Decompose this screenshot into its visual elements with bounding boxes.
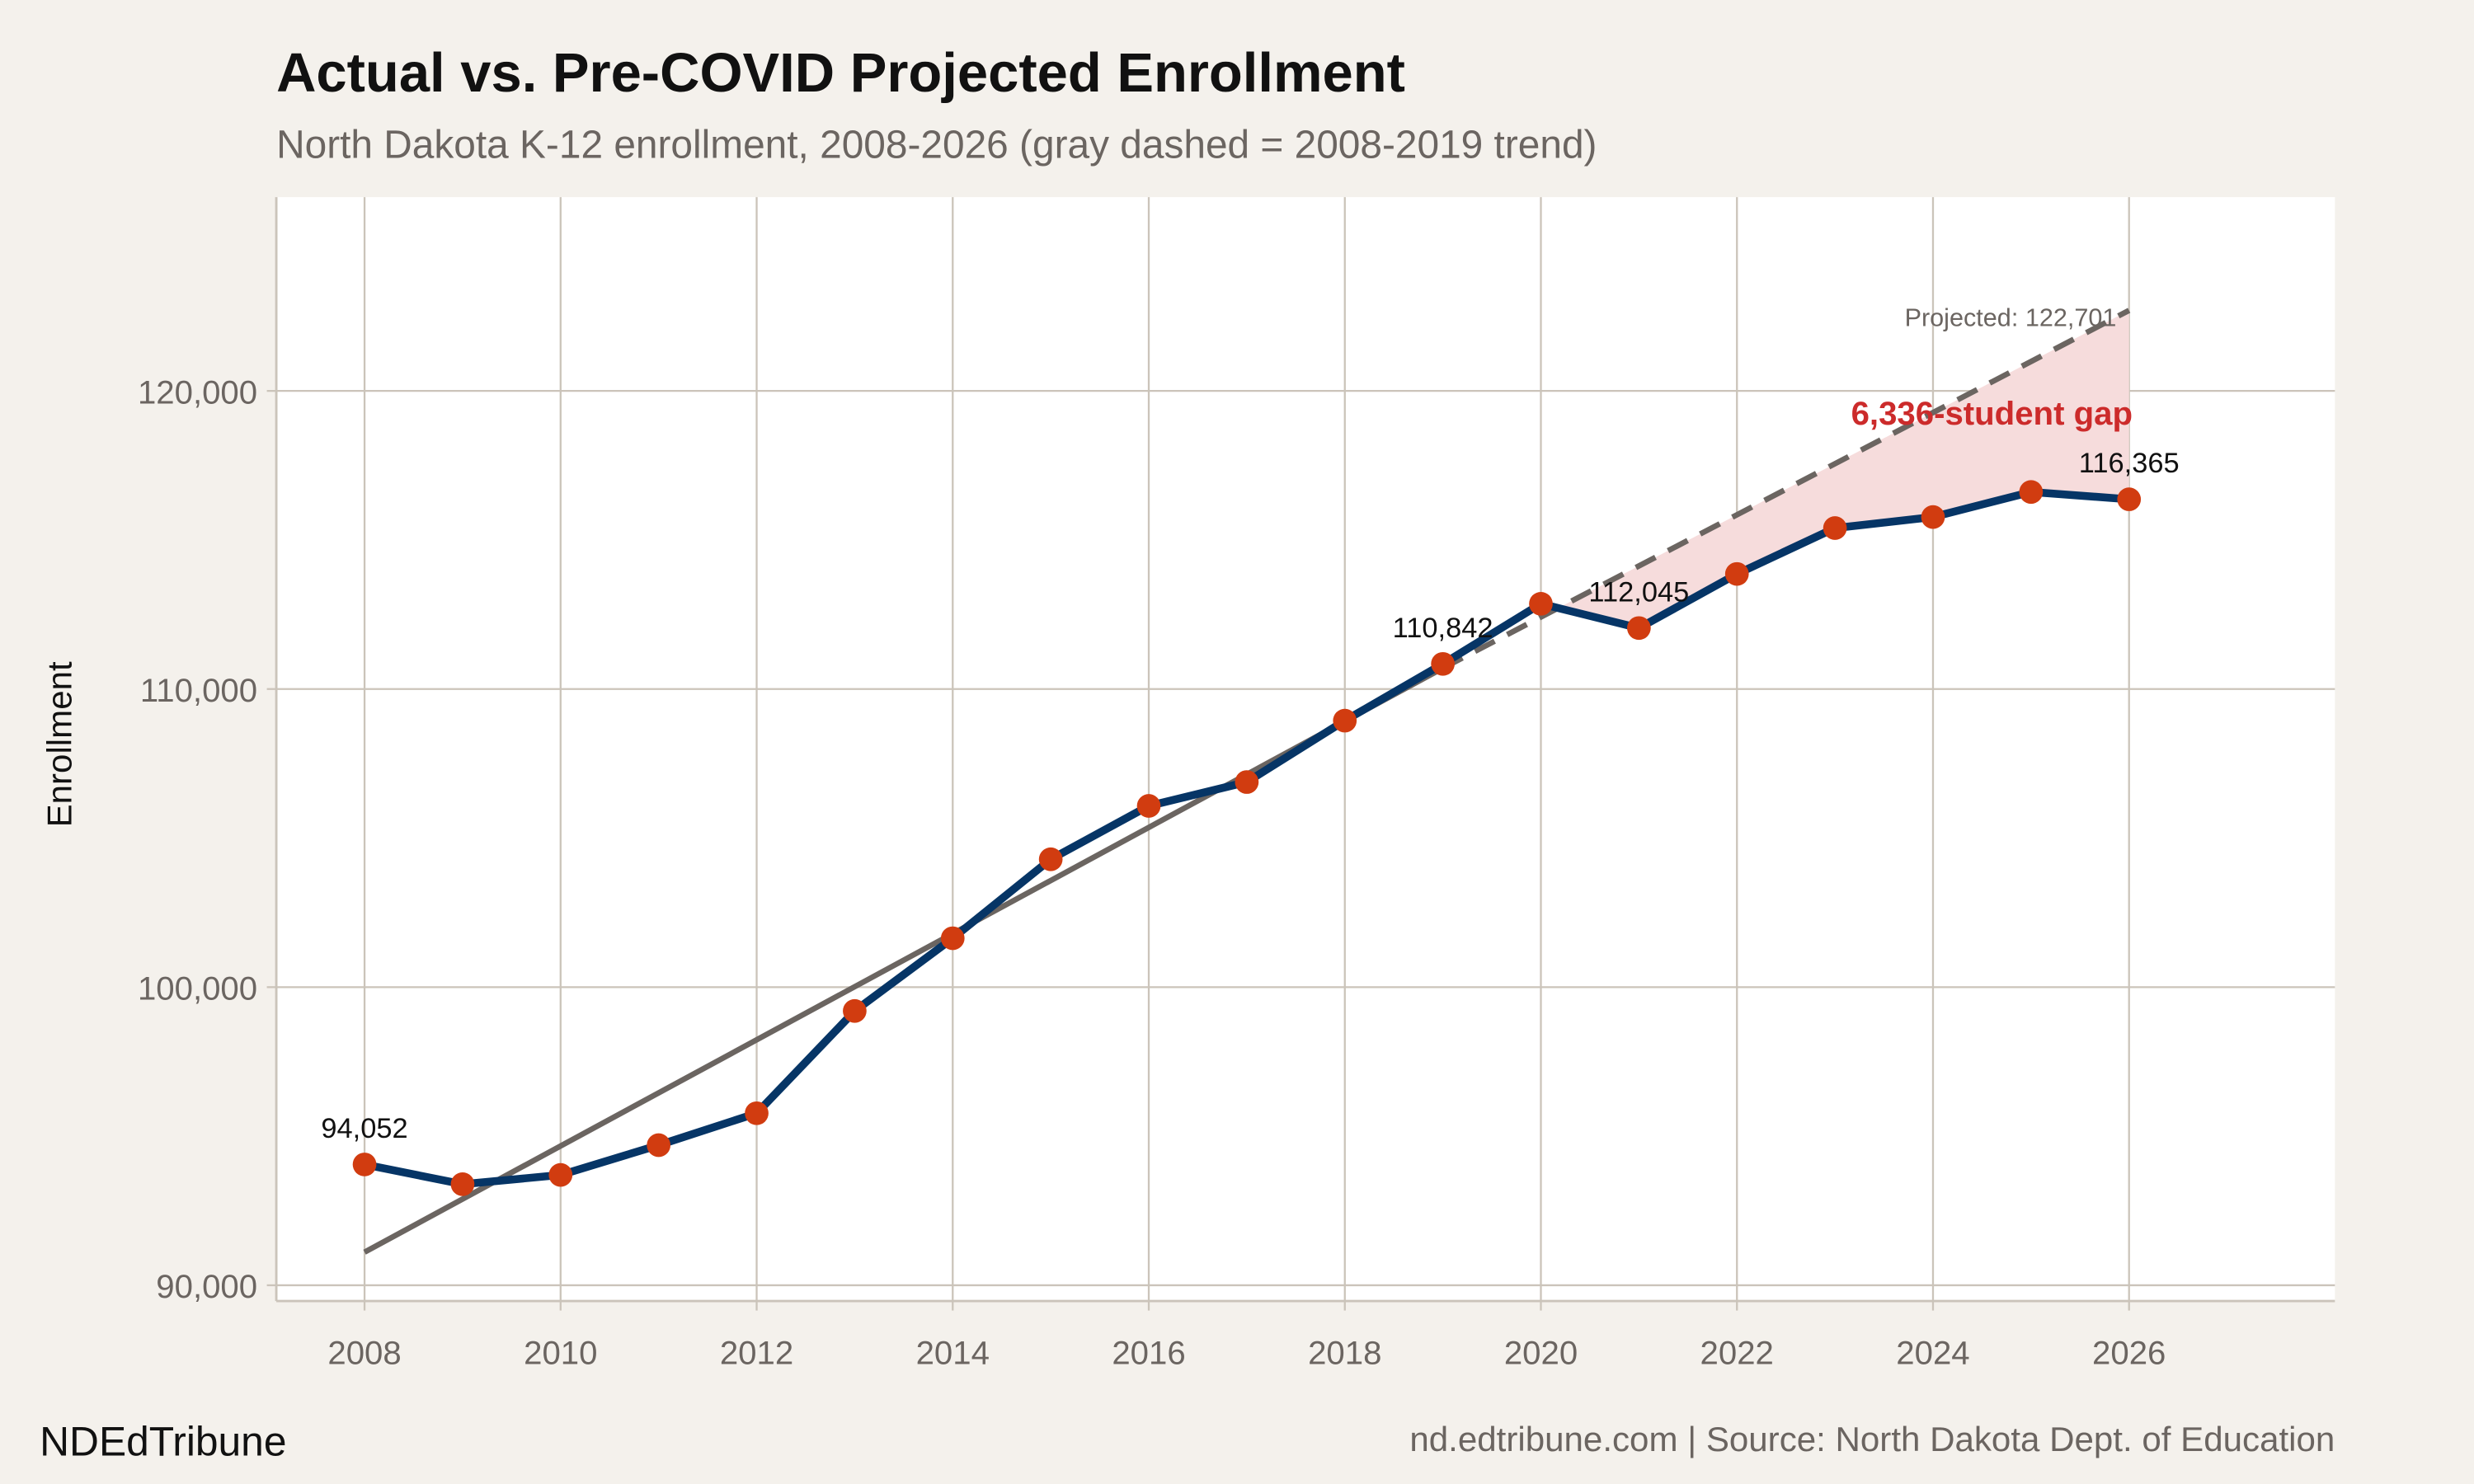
- y-tick-label: 100,000: [138, 970, 257, 1007]
- y-axis-label: Enrollment: [40, 661, 78, 827]
- gap-annotation: 6,336-student gap: [1851, 395, 2133, 432]
- data-point: [1724, 561, 1749, 586]
- x-tick-label: 2014: [916, 1335, 990, 1372]
- data-point: [843, 998, 867, 1023]
- x-tick-label: 2022: [1700, 1335, 1774, 1372]
- projected-annotation: Projected: 122,701: [1905, 304, 2117, 332]
- data-point: [1038, 847, 1063, 871]
- x-tick-label: 2024: [1896, 1335, 1969, 1372]
- chart-marks: [352, 308, 2142, 1255]
- data-label: 116,365: [2079, 448, 2180, 479]
- data-point: [1921, 505, 1945, 529]
- data-point: [1333, 708, 1357, 733]
- data-label: 94,052: [321, 1113, 407, 1144]
- data-point: [1136, 794, 1161, 818]
- axes: 2008 2010 2012 2014 2016 2018 2020 2022 2024 2026…: [138, 197, 2335, 1372]
- trend-line-solid: [363, 665, 1445, 1255]
- data-point: [548, 1162, 573, 1187]
- data-point: [352, 1153, 377, 1176]
- data-point: [940, 926, 965, 951]
- chart-title: Actual vs. Pre-COVID Projected Enrollmen…: [276, 42, 1405, 104]
- data-point: [1627, 616, 1651, 641]
- data-point: [1431, 651, 1455, 676]
- data-point: [647, 1133, 671, 1158]
- y-tick-label: 110,000: [140, 672, 257, 709]
- y-tick-label: 120,000: [138, 373, 257, 411]
- data-point: [1529, 591, 1553, 616]
- x-tick-label: 2010: [524, 1335, 597, 1372]
- data-label: 112,045: [1588, 576, 1689, 608]
- gap-fill-area: [1540, 310, 2129, 628]
- data-point: [1235, 770, 1259, 794]
- x-tick-label: 2018: [1308, 1335, 1381, 1372]
- x-tick-label: 2020: [1504, 1335, 1578, 1372]
- data-point: [1823, 516, 1847, 540]
- data-point: [2117, 487, 2142, 511]
- gridlines: [276, 197, 2335, 1302]
- footer-source: nd.edtribune.com | Source: North Dakota …: [1409, 1420, 2335, 1458]
- y-tick-label: 90,000: [156, 1268, 257, 1305]
- data-point: [450, 1172, 475, 1196]
- data-point: [2019, 480, 2044, 505]
- x-tick-label: 2012: [720, 1335, 793, 1372]
- x-tick-label: 2026: [2092, 1335, 2166, 1372]
- x-tick-label: 2016: [1112, 1335, 1185, 1372]
- data-point: [745, 1101, 769, 1125]
- data-label: 110,842: [1393, 613, 1493, 644]
- chart-subtitle: North Dakota K-12 enrollment, 2008-2026 …: [276, 123, 1597, 167]
- x-tick-label: 2008: [327, 1335, 401, 1372]
- footer-brand: NDEdTribune: [40, 1419, 286, 1465]
- data-labels: 94,052 110,842 112,045 116,365 Projected: 12…: [321, 304, 2179, 1144]
